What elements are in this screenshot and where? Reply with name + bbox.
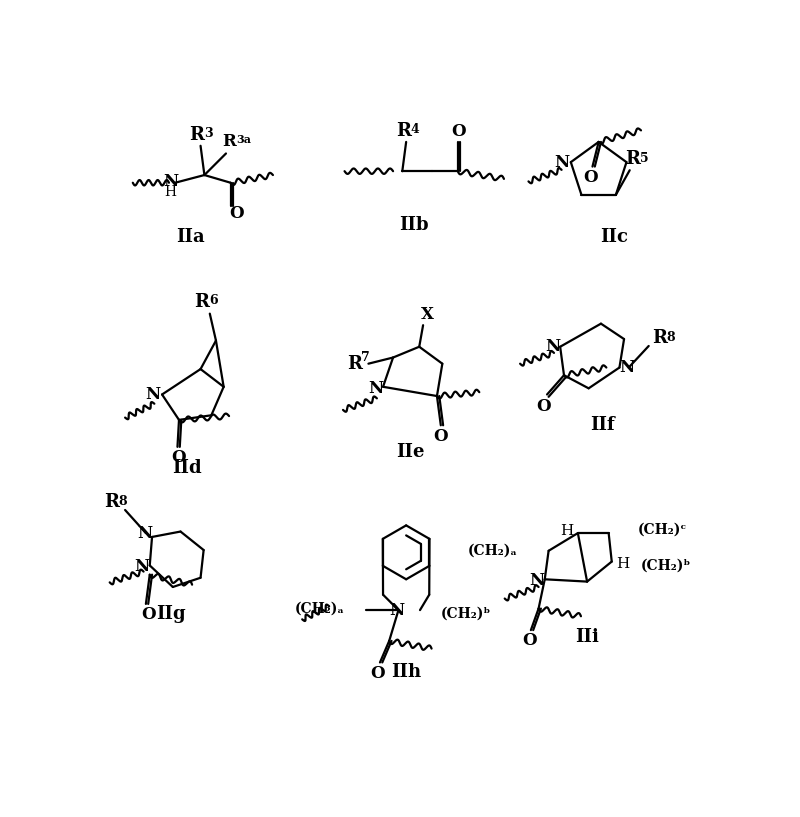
Text: N: N	[619, 359, 634, 376]
Text: H: H	[165, 185, 177, 199]
Text: IIc: IIc	[600, 228, 628, 246]
Text: O: O	[584, 169, 598, 185]
Text: O: O	[537, 398, 551, 414]
Text: H: H	[616, 557, 629, 571]
Text: N: N	[530, 573, 545, 589]
Text: 8: 8	[666, 331, 675, 344]
Text: O: O	[522, 632, 537, 650]
Text: X: X	[421, 306, 434, 323]
Text: IIf: IIf	[590, 417, 615, 435]
Text: R: R	[104, 493, 118, 511]
Text: O: O	[172, 449, 186, 467]
Text: O: O	[434, 427, 448, 444]
Text: R: R	[347, 355, 362, 373]
Text: (CH₂)ₐ: (CH₂)ₐ	[294, 601, 345, 615]
Text: O: O	[370, 665, 385, 681]
Text: N: N	[390, 601, 405, 618]
Text: IIe: IIe	[396, 444, 424, 462]
Text: R: R	[194, 293, 210, 311]
Text: (CH₂)ᵇ: (CH₂)ᵇ	[441, 607, 491, 621]
Text: H: H	[561, 524, 574, 538]
Text: N: N	[146, 386, 160, 403]
Text: N: N	[545, 338, 560, 355]
Text: 7: 7	[362, 350, 370, 364]
Text: O: O	[451, 123, 466, 140]
Text: 5: 5	[640, 152, 648, 165]
Text: 4: 4	[410, 123, 419, 136]
Text: 3a: 3a	[236, 135, 251, 145]
Text: R: R	[396, 123, 411, 141]
Text: (CH₂)ᶜ: (CH₂)ᶜ	[638, 522, 687, 536]
Text: N: N	[134, 559, 150, 575]
Text: O: O	[141, 606, 155, 623]
Text: IIa: IIa	[176, 228, 205, 246]
Text: 3: 3	[205, 127, 213, 141]
Text: IIh: IIh	[391, 663, 422, 681]
Text: 6: 6	[209, 294, 218, 307]
Text: 8: 8	[118, 494, 126, 507]
Text: R: R	[626, 150, 640, 168]
Text: IIb: IIb	[399, 216, 429, 234]
Text: IIi: IIi	[575, 628, 599, 646]
Text: IId: IId	[172, 458, 202, 476]
Text: IIg: IIg	[157, 605, 186, 623]
Text: R: R	[222, 132, 236, 150]
Text: R: R	[190, 126, 204, 144]
Text: R: R	[652, 329, 667, 347]
Text: N: N	[368, 380, 383, 397]
Text: (CH₂)ᵇ: (CH₂)ᵇ	[641, 559, 691, 573]
Text: N: N	[137, 525, 152, 542]
Text: N: N	[554, 154, 569, 171]
Text: (CH₂)ₐ: (CH₂)ₐ	[468, 544, 518, 558]
Text: N: N	[163, 172, 178, 190]
Text: O: O	[230, 205, 244, 222]
